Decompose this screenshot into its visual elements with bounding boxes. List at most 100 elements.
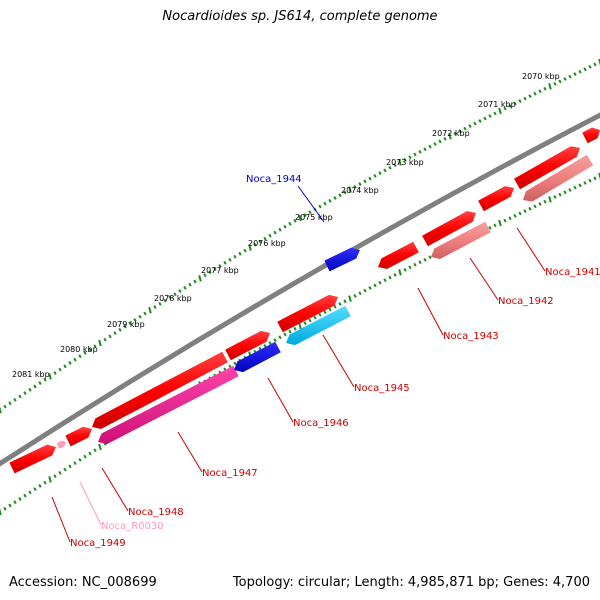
outer-scale-tick — [423, 147, 427, 152]
gene-feature-noca-1947 — [92, 351, 228, 429]
inner-scale-tick — [288, 329, 292, 334]
inner-scale-tick — [233, 361, 237, 366]
outer-scale-tick — [483, 116, 487, 121]
inner-scale-tick — [273, 338, 277, 343]
outer-scale-tick — [418, 149, 422, 154]
gene-label[interactable]: Noca_1944 — [246, 174, 302, 185]
inner-scale-tick — [43, 480, 47, 485]
inner-scale-tick — [363, 288, 367, 293]
outer-scale-tick — [238, 251, 242, 256]
gene-label[interactable]: Noca_R0030 — [101, 521, 164, 532]
leader-line — [516, 227, 546, 272]
inner-scale-tick — [338, 302, 342, 306]
outer-scale-tick — [273, 230, 277, 235]
outer-scale-tick — [48, 373, 52, 380]
inner-scale-tick — [18, 497, 22, 501]
outer-scale-tick — [428, 144, 432, 149]
inner-scale-tick — [428, 255, 432, 260]
outer-scale-tick — [473, 121, 477, 126]
gene-label[interactable]: Noca_1947 — [202, 468, 258, 479]
leader-line — [322, 334, 355, 388]
outer-scale-tick — [148, 307, 152, 314]
outer-scale-tick — [128, 321, 132, 326]
outer-scale-tick — [458, 129, 462, 134]
outer-scale-tick — [548, 83, 552, 90]
outer-scale-tick — [18, 394, 22, 399]
scale-labels: 2070 kbp 2071 kbp 2072 kbp 2073 kbp 2074 kbp… — [12, 72, 560, 379]
outer-scale-tick — [398, 159, 402, 166]
scale-label: 2076 kbp — [248, 239, 286, 248]
inner-scale-tick — [598, 172, 600, 180]
gene-label[interactable]: Noca_1949 — [70, 538, 126, 549]
inner-scale-tick — [48, 476, 52, 483]
outer-scale-tick — [23, 391, 27, 396]
gene-features — [9, 127, 600, 474]
outer-scale-tick — [263, 236, 267, 241]
inner-scale-tick — [33, 487, 37, 492]
outer-scale-tick — [173, 292, 177, 297]
inner-scale-tick — [83, 454, 87, 459]
inner-scale-tick — [498, 219, 502, 227]
genome-backbone — [0, 112, 600, 467]
outer-scale-tick — [378, 171, 382, 176]
inner-scale-tick — [358, 291, 362, 296]
leader-line — [297, 185, 325, 223]
gene-label[interactable]: Noca_1941 — [545, 267, 600, 278]
inner-scale-tick — [283, 332, 287, 337]
inner-scale-tick — [518, 211, 522, 216]
inner-scale-tick — [13, 500, 17, 505]
gene-label[interactable]: Noca_1948 — [128, 507, 184, 518]
outer-scale-ticks — [0, 58, 600, 414]
inner-scale-tick — [543, 199, 547, 204]
inner-scale-tick — [373, 283, 377, 288]
inner-scale-tick — [293, 326, 297, 331]
outer-scale-tick — [388, 165, 392, 170]
gene-feature-noca-1944 — [324, 247, 360, 272]
outer-scale-tick — [338, 193, 342, 198]
leader-line — [417, 287, 444, 336]
outer-scale-tick — [363, 179, 367, 184]
inner-scale-tick — [58, 470, 62, 475]
gene-label[interactable]: Noca_1946 — [293, 418, 349, 429]
accession-text: Accession: NC_008699 — [9, 575, 157, 590]
inner-scale-tick — [298, 322, 302, 330]
outer-scale-tick — [38, 381, 42, 385]
outer-scale-tick — [523, 96, 527, 101]
outer-scale-tick — [438, 139, 442, 144]
inner-scale-tick — [383, 278, 387, 283]
outer-scale-tick — [153, 305, 157, 309]
outer-scale-tick — [58, 367, 62, 372]
outer-scale-tick — [283, 224, 287, 229]
inner-scale-tick — [78, 457, 82, 462]
inner-scale-tick — [503, 218, 507, 223]
scale-label: 2080 kbp — [60, 345, 98, 354]
inner-scale-tick — [278, 335, 282, 340]
outer-scale-tick — [558, 79, 562, 84]
outer-scale-tick — [198, 275, 202, 282]
label-leader-lines — [51, 185, 546, 543]
gene-feature-upstream — [514, 146, 580, 190]
outer-scale-tick — [288, 221, 292, 226]
outer-scale-tick — [553, 82, 557, 86]
gene-labels: Noca_1941 Noca_1942 Noca_1943 Noca_1944 Noca… — [70, 174, 600, 549]
gene-feature-noca-1946-reverse — [234, 341, 281, 373]
gene-label[interactable]: Noca_1943 — [443, 331, 499, 342]
inner-scale-tick — [98, 443, 102, 451]
outer-scale-tick — [223, 260, 227, 265]
outer-scale-tick — [588, 64, 592, 69]
outer-scale-tick — [258, 239, 262, 244]
outer-scale-tick — [123, 324, 127, 329]
outer-scale-tick — [158, 301, 162, 306]
gene-label[interactable]: Noca_1942 — [498, 296, 554, 307]
gene-label[interactable]: Noca_1945 — [354, 383, 410, 394]
inner-scale-tick — [328, 307, 332, 312]
leader-line — [177, 431, 203, 473]
outer-scale-tick — [393, 163, 397, 167]
leader-line — [469, 257, 499, 301]
outer-scale-tick — [183, 285, 187, 290]
outer-scale-tick — [268, 233, 272, 238]
outer-scale-tick — [353, 184, 357, 189]
outer-scale-tick — [193, 279, 197, 284]
outer-scale-tick — [593, 62, 597, 67]
inner-scale-tick — [563, 190, 567, 195]
